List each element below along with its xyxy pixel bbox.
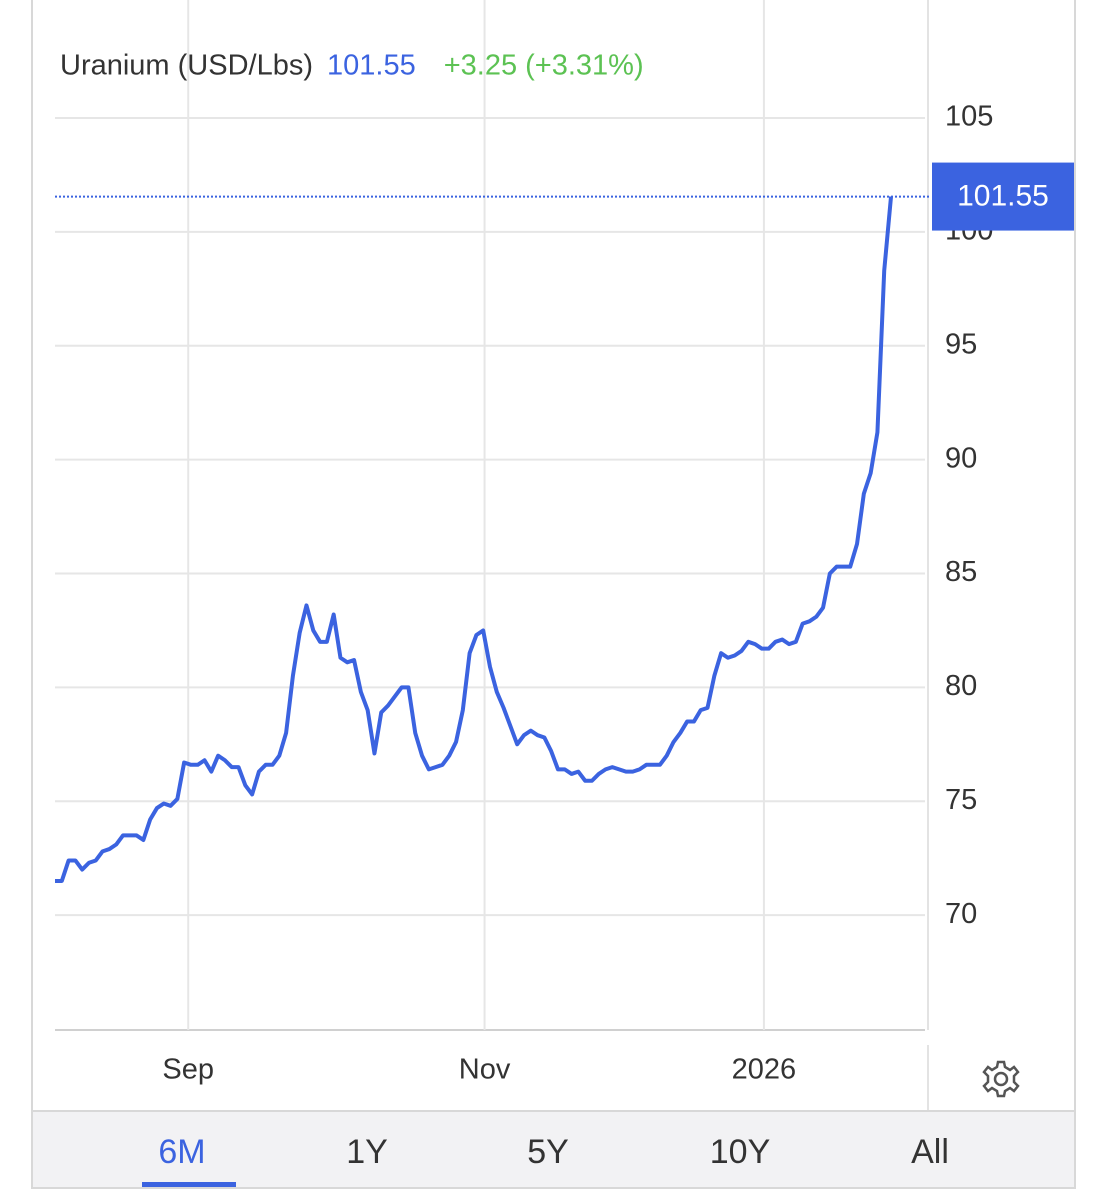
y-tick-label: 95 xyxy=(945,328,977,360)
chart-title: Uranium (USD/Lbs) xyxy=(60,50,313,82)
range-button[interactable]: All xyxy=(911,1133,949,1171)
y-tick-label: 70 xyxy=(945,898,977,930)
last-price-label: 101.55 xyxy=(957,179,1049,212)
range-button[interactable]: 5Y xyxy=(527,1133,569,1171)
x-tick-label: Sep xyxy=(162,1054,214,1086)
price-line xyxy=(55,196,894,883)
y-tick-label: 75 xyxy=(945,784,977,816)
x-tick-label: Nov xyxy=(459,1054,511,1086)
y-tick-label: 105 xyxy=(945,101,993,133)
range-button[interactable]: 10Y xyxy=(710,1133,771,1171)
y-tick-label: 80 xyxy=(945,670,977,702)
range-button[interactable]: 6M xyxy=(158,1133,205,1171)
range-bar xyxy=(33,1111,1074,1187)
range-underline xyxy=(142,1182,236,1187)
frame xyxy=(31,0,1076,1189)
x-tick-label: 2026 xyxy=(732,1054,797,1086)
y-tick-label: 85 xyxy=(945,556,977,588)
last-price-badge xyxy=(932,162,1074,231)
settings-icon[interactable] xyxy=(982,1060,1020,1098)
y-tick-label: 90 xyxy=(945,442,977,474)
change: +3.25 (+3.31%) xyxy=(444,50,644,82)
range-button[interactable]: 1Y xyxy=(346,1133,388,1171)
price: 101.55 xyxy=(327,50,416,82)
